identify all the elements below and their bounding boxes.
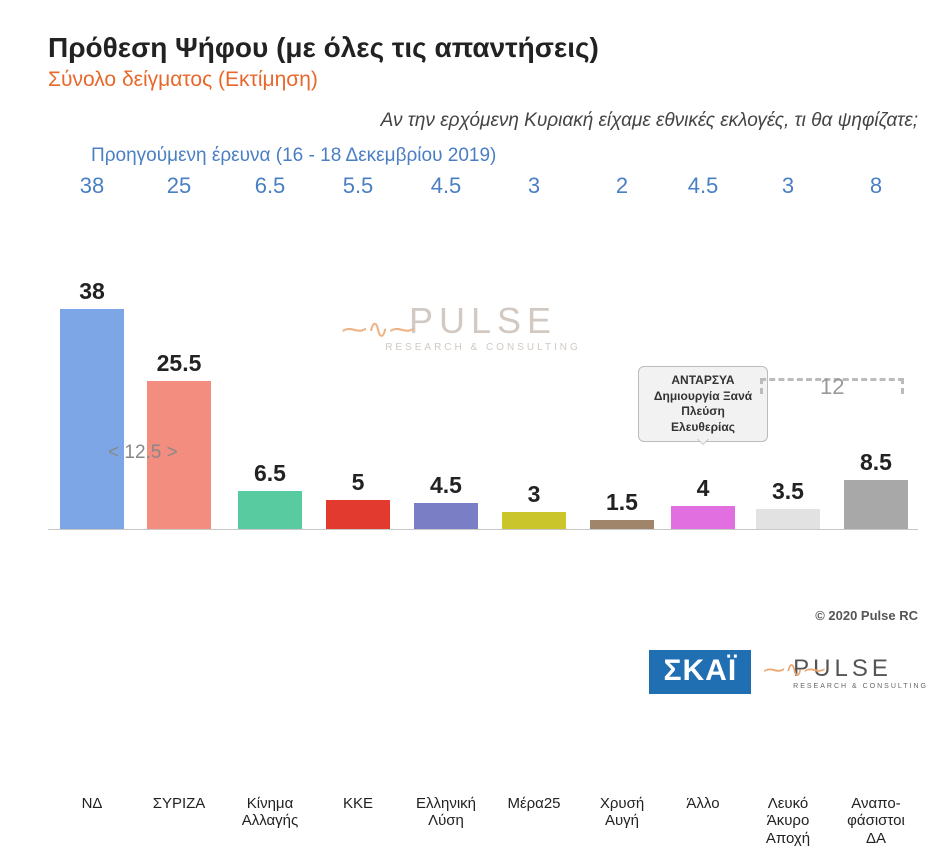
copyright: © 2020 Pulse RC (815, 608, 918, 623)
previous-value: 2 (616, 173, 628, 199)
bar-rect (60, 309, 124, 529)
bar-value: 4.5 (414, 472, 478, 499)
other-parties-callout: ΑΝΤΑΡΣΥΑΔημιουργία ΞανάΠλεύση Ελευθερίας (638, 366, 768, 442)
previous-value: 4.5 (688, 173, 719, 199)
previous-value: 3 (782, 173, 794, 199)
previous-value: 8 (870, 173, 882, 199)
bar-value: 4 (671, 475, 735, 502)
bar-rect (414, 503, 478, 529)
bar-rect (590, 520, 654, 529)
footer-logos: ΣΚΑΪ ⁓∿⁓ PULSE RESEARCH & CONSULTING (649, 650, 928, 694)
header: Πρόθεση Ψήφου (με όλες τις απαντήσεις) Σ… (0, 0, 948, 92)
previous-survey-block: Προηγούμενη έρευνα (16 - 18 Δεκεμβρίου 2… (48, 145, 918, 255)
bar-rect (238, 491, 302, 529)
bar-value: 6.5 (238, 460, 302, 487)
bar-rect (756, 509, 820, 529)
bar-label: ΝΔ (47, 795, 137, 812)
bar-value: 3 (502, 481, 566, 508)
bar-label: Μέρα25 (489, 795, 579, 812)
bar-label: Αναπο-φάσιστοιΔΑ (831, 795, 921, 847)
previous-caption: Προηγούμενη έρευνα (16 - 18 Δεκεμβρίου 2… (91, 145, 918, 167)
bar-chart: ⁓∿⁓ PULSE RESEARCH & CONSULTING 38ΝΔ25.5… (48, 270, 918, 610)
previous-values-row: 38256.55.54.5324.538 (48, 173, 918, 209)
previous-value: 5.5 (343, 173, 374, 199)
previous-value: 38 (80, 173, 104, 199)
skai-logo: ΣΚΑΪ (649, 650, 751, 694)
bar-value: 1.5 (590, 489, 654, 516)
survey-question: Αν την ερχόμενη Κυριακή είχαμε εθνικές ε… (0, 92, 948, 132)
pulse-logo-small: RESEARCH & CONSULTING (793, 683, 928, 690)
bar-value: 5 (326, 469, 390, 496)
wave-icon: ⁓∿⁓ (763, 657, 825, 683)
previous-value: 25 (167, 173, 191, 199)
previous-value: 4.5 (431, 173, 462, 199)
bar-label: ΧρυσήΑυγή (577, 795, 667, 830)
bar-value: 3.5 (756, 478, 820, 505)
bar-label: ΕλληνικήΛύση (401, 795, 491, 830)
previous-value: 3 (528, 173, 540, 199)
bar-rect (502, 512, 566, 529)
bars-plot: 38ΝΔ25.5ΣΥΡΙΖΑ6.5ΚίνημαΑλλαγής5ΚΚΕ4.5Ελλ… (48, 270, 918, 530)
pulse-logo: ⁓∿⁓ PULSE RESEARCH & CONSULTING (765, 655, 928, 690)
bar-label: ΛευκόΆκυροΑποχή (743, 795, 833, 847)
bar-label: ΣΥΡΙΖΑ (134, 795, 224, 812)
page-title: Πρόθεση Ψήφου (με όλες τις απαντήσεις) (48, 32, 948, 64)
bar-label: ΚΚΕ (313, 795, 403, 812)
bar-rect (844, 480, 908, 529)
bar-rect (671, 506, 735, 529)
bar-label: Άλλο (658, 795, 748, 812)
diff-annotation: < 12.5 > (108, 442, 178, 464)
bar-value: 25.5 (147, 350, 211, 377)
bar-value: 8.5 (844, 449, 908, 476)
bracket-label: 12 (820, 374, 844, 400)
bar-rect (326, 500, 390, 529)
page-subtitle: Σύνολο δείγματος (Εκτίμηση) (48, 68, 948, 92)
bar-label: ΚίνημαΑλλαγής (225, 795, 315, 830)
previous-value: 6.5 (255, 173, 286, 199)
bar-value: 38 (60, 278, 124, 305)
